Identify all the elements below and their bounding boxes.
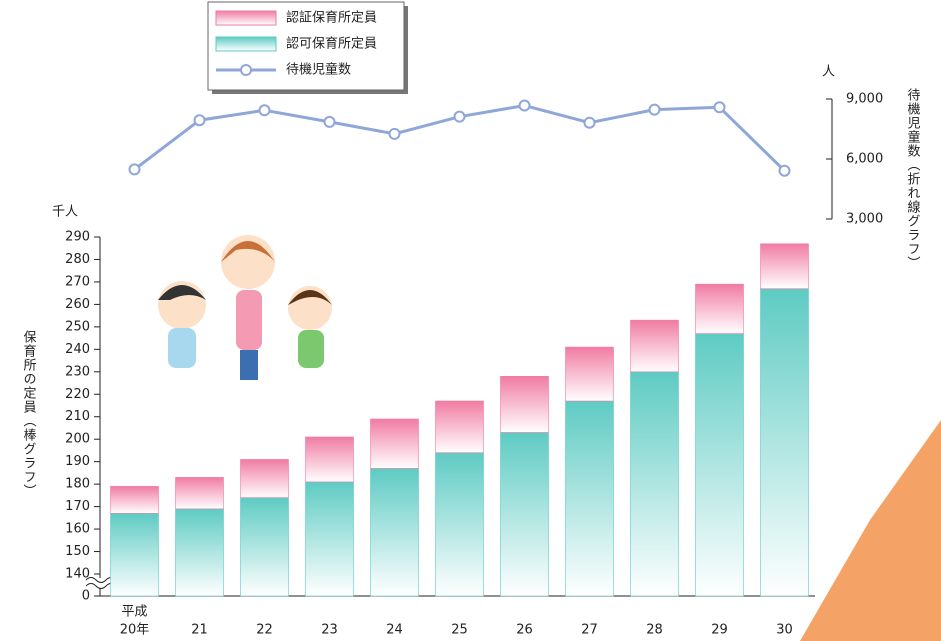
bar-segment	[241, 459, 289, 497]
bar-segment	[631, 372, 679, 596]
bar-segment	[761, 289, 809, 596]
bar-segment	[631, 320, 679, 372]
y2-tick-label: 3,000	[846, 212, 883, 227]
bar-segment	[371, 468, 419, 596]
x-tick-label: 20年	[120, 623, 150, 638]
line-point	[780, 166, 790, 176]
x-tick-label: 29	[711, 623, 728, 638]
bar-segment	[241, 498, 289, 596]
bar-segment	[501, 376, 549, 432]
bar-segment	[306, 482, 354, 596]
legend-label: 認可保育所定員	[286, 36, 377, 52]
bar-segment	[566, 347, 614, 401]
y-tick-label: 260	[65, 297, 90, 312]
y2-unit: 人	[822, 65, 835, 80]
x-tick-label: 22	[256, 623, 273, 638]
line-point	[585, 118, 595, 128]
line-point	[260, 105, 270, 115]
x-tick-label: 28	[646, 623, 663, 638]
line-point	[455, 112, 465, 122]
y-tick-label: 200	[65, 432, 90, 447]
bar-segment	[436, 453, 484, 596]
y-tick-label: 160	[65, 522, 90, 537]
bar-segment	[176, 477, 224, 508]
line-point	[650, 105, 660, 115]
y-tick-label: 250	[65, 319, 90, 334]
y-tick-label: 290	[65, 230, 90, 245]
y-tick-label: 170	[65, 499, 90, 514]
legend-swatch	[216, 11, 276, 25]
line-point	[325, 117, 335, 127]
y-tick-label: 150	[65, 544, 90, 559]
x-tick-label: 24	[386, 623, 403, 638]
x-tick-label: 25	[451, 623, 468, 638]
x-tick-label: 30	[776, 623, 793, 638]
x-tick-label: 23	[321, 623, 338, 638]
y-tick-label: 240	[65, 342, 90, 357]
line-point	[715, 102, 725, 112]
bar-segment	[436, 401, 484, 453]
x-tick-label: 27	[581, 623, 598, 638]
y-tick-label: 180	[65, 477, 90, 492]
x-era-label: 平成	[121, 605, 147, 620]
bar-segment	[696, 284, 744, 333]
y-tick-label: 270	[65, 274, 90, 289]
illustration	[158, 235, 332, 380]
bar-segment	[176, 509, 224, 596]
y-tick-label: 210	[65, 409, 90, 424]
legend-label: 待機児童数	[286, 62, 351, 78]
line-point	[520, 101, 530, 111]
chart: 千人保育所の定員（棒グラフ） 0 140 150 160 170 180 190 200 210 2…	[0, 0, 941, 641]
legend-swatch	[241, 65, 251, 75]
decoration	[800, 420, 941, 641]
y2-axis-title: 待機児童数（折れ線グラフ）	[905, 88, 921, 270]
y-tick-label: 0	[82, 589, 90, 604]
bar-segment	[501, 432, 549, 596]
y-tick-label: 220	[65, 387, 90, 402]
y-unit: 千人	[52, 205, 78, 220]
bar-segment	[696, 334, 744, 596]
y-axis-title: 保育所の定員（棒グラフ）	[21, 330, 37, 498]
legend-swatch	[216, 37, 276, 51]
y2-tick-label: 9,000	[846, 92, 883, 107]
y-tick-label: 280	[65, 252, 90, 267]
bar-segment	[761, 244, 809, 289]
bar-segment	[566, 401, 614, 596]
bar-segment	[111, 486, 159, 513]
legend-label: 認証保育所定員	[286, 10, 377, 26]
bar-segment	[111, 513, 159, 596]
y-tick-label: 190	[65, 454, 90, 469]
line-point	[130, 164, 140, 174]
line-point	[390, 129, 400, 139]
bar-segment	[371, 419, 419, 468]
bar-segment	[306, 437, 354, 482]
y-tick-label: 230	[65, 364, 90, 379]
x-tick-label: 26	[516, 623, 533, 638]
y-tick-label: 140	[65, 567, 90, 582]
y2-tick-label: 6,000	[846, 152, 883, 167]
line-point	[195, 115, 205, 125]
x-tick-label: 21	[191, 623, 208, 638]
